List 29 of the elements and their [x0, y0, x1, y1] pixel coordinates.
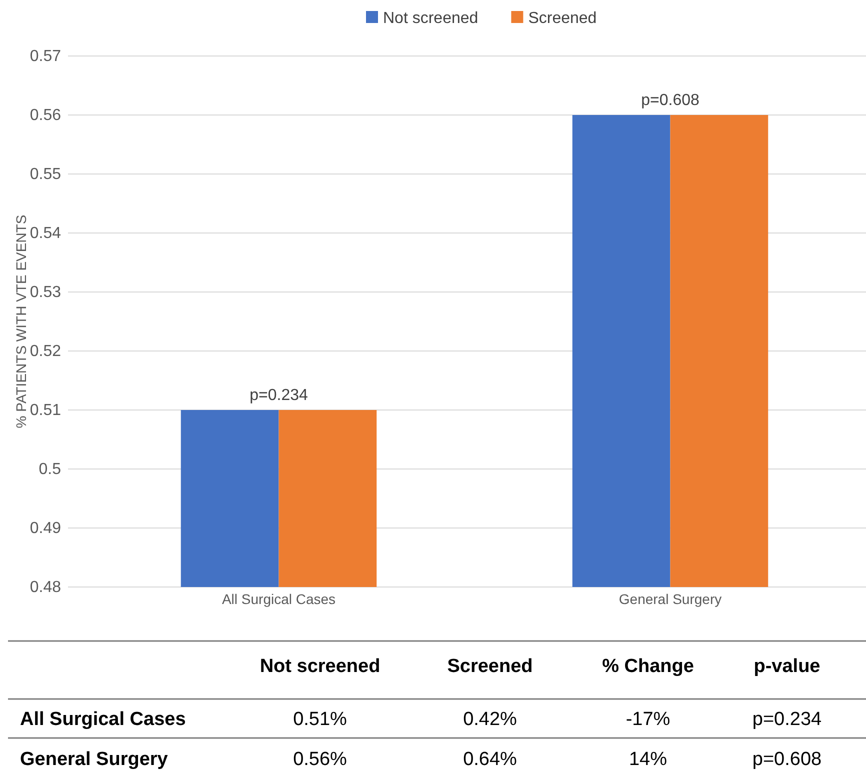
y-tick-label: 0.57 [30, 48, 62, 66]
legend-label: Not screened [383, 10, 478, 27]
annotation: p=0.608 [641, 92, 700, 109]
text: Screened [447, 656, 533, 677]
y-tick-label: 0.48 [30, 579, 62, 596]
text: % Change [602, 656, 694, 677]
y-tick-label: 0.52 [30, 343, 62, 360]
legend-label: Screened [528, 10, 597, 27]
y-axis-title: % PATIENTS WITH VTE EVENTS [13, 214, 29, 428]
y-tick-label: 0.55 [30, 166, 62, 184]
text: p=0.608 [752, 749, 822, 770]
text: p=0.234 [752, 709, 822, 730]
text: 0.64% [463, 749, 518, 770]
text: 0.51% [293, 709, 348, 730]
y-tick-label: 0.5 [38, 461, 62, 478]
text: 0.56% [293, 749, 348, 770]
text: All Surgical Cases [20, 709, 186, 730]
text: -17% [626, 709, 670, 730]
text: 14% [628, 749, 668, 770]
text: 0.42% [463, 709, 518, 730]
y-tick-label: 0.56 [30, 107, 62, 124]
annotation: p=0.234 [250, 387, 308, 404]
y-tick-label: 0.53 [30, 284, 62, 302]
text: p-value [754, 656, 820, 677]
y-tick-label: 0.51 [30, 402, 62, 420]
text: General Surgery [20, 749, 168, 770]
y-tick-label: 0.54 [30, 225, 62, 242]
text: Not screened [260, 656, 380, 677]
y-tick-label: 0.49 [30, 520, 62, 538]
